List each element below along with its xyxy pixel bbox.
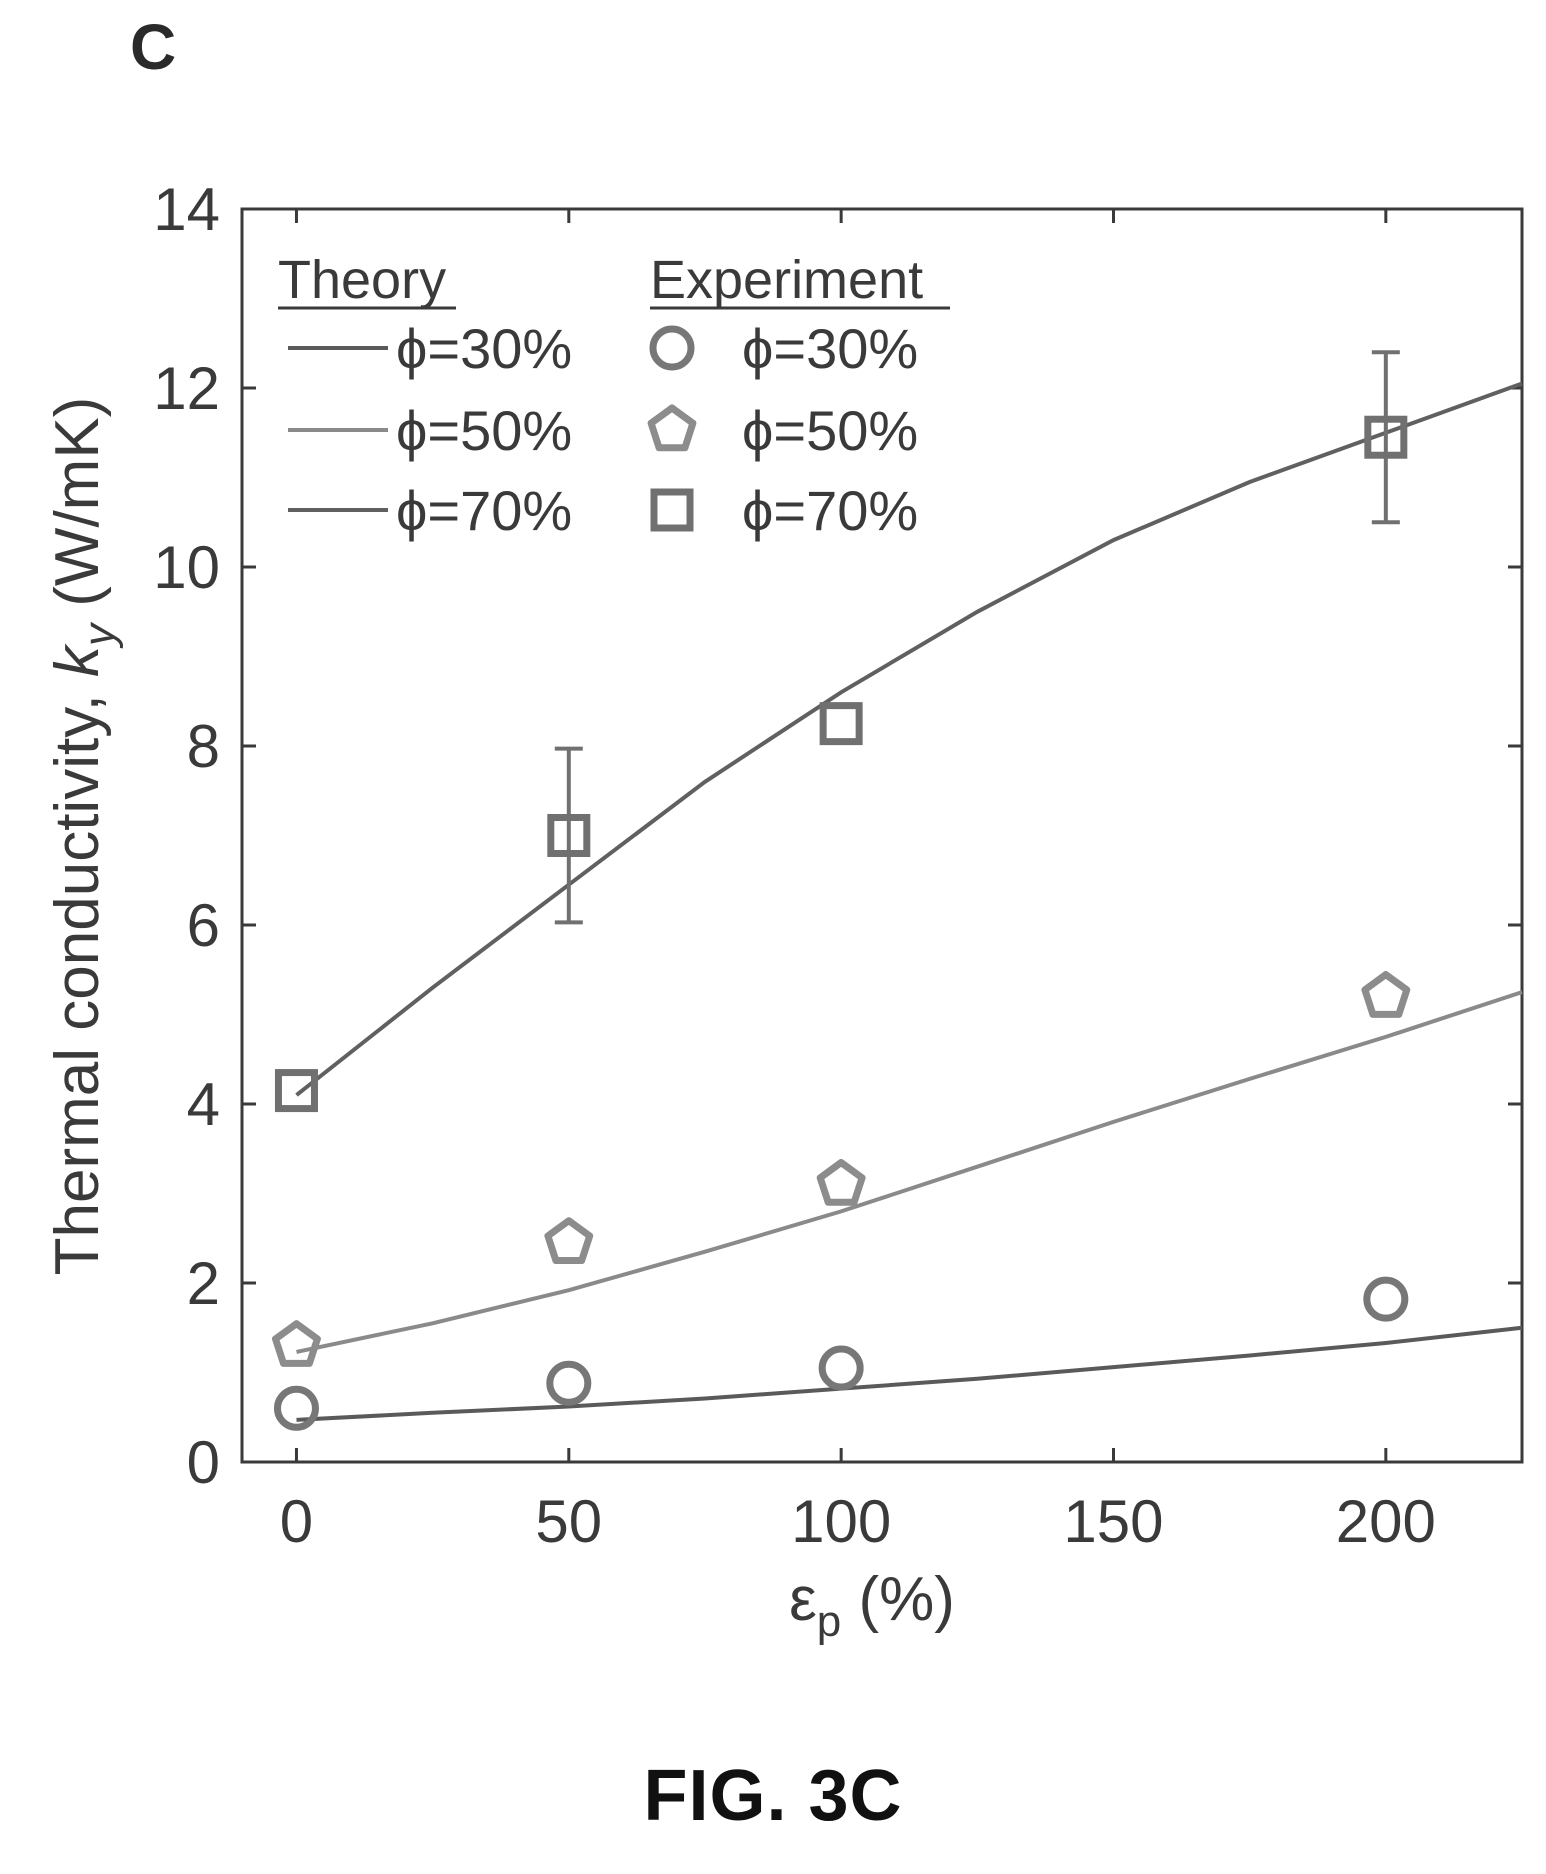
data-point-pentagon — [1361, 971, 1411, 1018]
legend-theory-label: ϕ=30% — [396, 317, 572, 380]
y-tick-label: 0 — [187, 1429, 220, 1496]
data-point-circle — [546, 1360, 592, 1406]
x-tick-label: 100 — [791, 1488, 891, 1555]
data-point-pentagon — [816, 1159, 866, 1206]
theory-line — [296, 1325, 1523, 1422]
y-axis-label: Thermal conductivity, ky (W/mK) — [43, 397, 124, 1276]
y-tick-label: 10 — [153, 534, 220, 601]
x-axis-label: εp (%) — [789, 1565, 955, 1646]
plot-frame — [240, 207, 1524, 1464]
y-tick-label: 6 — [187, 892, 220, 959]
legend-marker-square — [650, 488, 694, 532]
x-tick-label: 200 — [1336, 1488, 1436, 1555]
x-tick-label: 50 — [535, 1488, 602, 1555]
y-tick-label: 14 — [153, 176, 220, 243]
y-tick-label: 2 — [187, 1250, 220, 1317]
data-point-circle — [1363, 1276, 1409, 1322]
data-point-circle — [273, 1385, 319, 1431]
data-point-square — [1364, 415, 1408, 459]
legend-experiment-label: ϕ=50% — [742, 399, 918, 462]
theory-line — [296, 990, 1523, 1354]
legend-theory-title: Theory — [278, 250, 446, 310]
data-point-square — [819, 702, 863, 746]
data-point-circle — [818, 1345, 864, 1391]
legend-experiment-label: ϕ=30% — [742, 317, 918, 380]
theory-line — [295, 381, 1523, 1097]
legend-experiment-title: Experiment — [650, 250, 923, 310]
panel-label: C — [130, 11, 177, 83]
y-tick-label: 4 — [187, 1071, 220, 1138]
legend-theory-label: ϕ=50% — [396, 399, 572, 462]
legend-experiment-label: ϕ=70% — [742, 479, 918, 542]
legend-marker-pentagon — [647, 404, 697, 452]
data-point-pentagon — [544, 1217, 594, 1264]
x-tick-label: 0 — [280, 1488, 313, 1555]
figure-caption: FIG. 3C — [643, 1756, 903, 1836]
data-point-square — [547, 814, 591, 857]
x-tick-label: 150 — [1063, 1488, 1163, 1555]
legend-theory-label: ϕ=70% — [396, 479, 572, 542]
data-point-square — [274, 1069, 318, 1113]
legend-marker-circle — [649, 325, 695, 371]
data-point-pentagon — [272, 1320, 321, 1367]
y-tick-label: 8 — [187, 713, 220, 780]
y-tick-label: 12 — [153, 355, 220, 422]
